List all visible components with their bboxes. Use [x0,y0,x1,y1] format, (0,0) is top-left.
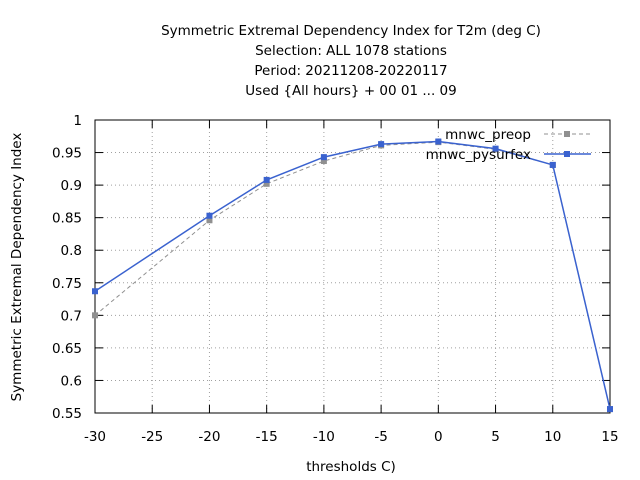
x-tick-label: -10 [313,429,335,445]
axis-ticks: -30 -25 -20 -15 -10 -5 0 5 10 15 0.55 0.6 0.65 0.7 0.7… [52,113,619,445]
y-tick-label: 0.55 [52,406,82,422]
legend-label: mnwc_preop [445,127,531,143]
title-line: Selection: ALL 1078 stations [255,43,447,59]
data-point [92,288,98,295]
x-tick-label: 10 [544,429,561,445]
plot-frame [94,119,611,414]
y-tick-label: 0.95 [52,146,82,162]
grid [95,120,610,413]
y-tick-label: 0.75 [52,276,82,292]
legend: mnwc_preop mnwc_pysurfex [426,127,591,163]
y-tick-label: 0.9 [61,178,82,194]
y-tick-label: 0.65 [52,341,82,357]
x-tick-label: -30 [84,429,106,445]
x-tick-label: 0 [434,429,443,445]
data-point [263,180,270,187]
series-layer [92,138,613,413]
title-line: Symmetric Extremal Dependency Index for … [161,23,541,39]
title-line: Used {All hours} + 00 01 ... 09 [245,83,456,99]
x-tick-label: -15 [256,429,278,445]
title-line: Period: 20211208-20220117 [254,63,447,79]
y-tick-label: 0.85 [52,211,82,227]
data-point [378,141,385,148]
y-axis-label: Symmetric Extremal Dependency Index [9,133,25,402]
x-tick-label: -25 [141,429,163,445]
data-point [206,217,213,224]
y-tick-label: 0.8 [61,243,82,259]
data-point [549,161,556,168]
series-line-mnwc_pysurfex [94,140,611,410]
x-tick-label: -5 [374,429,387,445]
data-point [320,154,327,161]
data-point [92,312,98,319]
x-tick-label: -20 [198,429,220,445]
legend-label: mnwc_pysurfex [426,147,531,163]
x-axis-label: thresholds C) [306,459,396,475]
data-point [492,145,499,152]
data-point [263,176,270,183]
data-point [607,406,613,413]
x-tick-label: 15 [601,429,618,445]
y-tick-label: 0.7 [61,308,82,324]
legend-marker [564,151,570,157]
chart-title: Symmetric Extremal Dependency Index for … [161,23,541,99]
data-point [206,212,213,219]
x-tick-label: 5 [491,429,500,445]
legend-marker [564,131,570,137]
data-point [320,158,327,165]
y-tick-label: 1 [73,113,82,129]
y-tick-label: 0.6 [61,373,82,389]
data-point [435,138,442,145]
series-line-mnwc_preop [94,141,611,410]
